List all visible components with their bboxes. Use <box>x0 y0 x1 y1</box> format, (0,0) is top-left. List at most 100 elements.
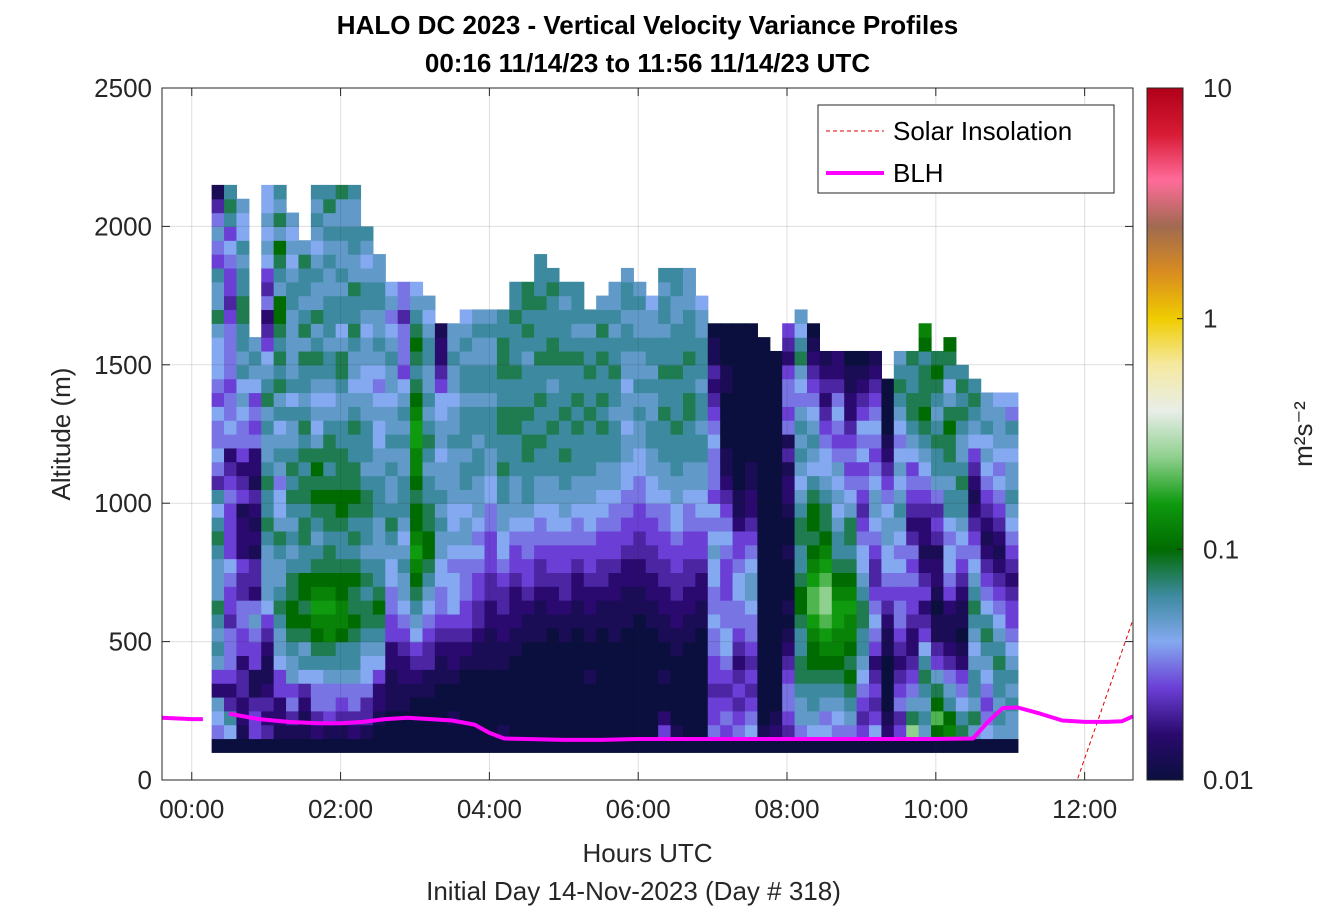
heatmap-cell <box>509 434 523 449</box>
heatmap-cell <box>335 627 349 643</box>
heatmap-cell <box>794 683 808 698</box>
heatmap-cell <box>534 600 548 615</box>
heatmap-cell <box>472 350 486 366</box>
heatmap-cell <box>273 226 287 241</box>
heatmap-cell <box>236 337 250 352</box>
heatmap-cell <box>335 420 349 435</box>
heatmap-cell <box>273 406 287 421</box>
heatmap-cell <box>248 600 262 615</box>
heatmap-cell <box>422 503 436 518</box>
heatmap-cell <box>881 447 895 463</box>
heatmap-cell <box>682 724 696 740</box>
heatmap-cell <box>1005 503 1019 518</box>
heatmap-cell <box>943 489 957 504</box>
heatmap-cell <box>422 392 436 407</box>
heatmap-cell <box>534 696 548 712</box>
heatmap-cell <box>670 683 684 698</box>
heatmap-cell <box>422 364 436 380</box>
x-tick-label: 10:00 <box>903 794 968 824</box>
heatmap-cell <box>720 558 734 573</box>
heatmap-cell <box>633 350 647 366</box>
heatmap-cell <box>968 669 982 684</box>
heatmap-cell <box>769 503 783 518</box>
heatmap-cell <box>422 337 436 352</box>
heatmap-cell <box>484 558 498 573</box>
heatmap-cell <box>682 295 696 311</box>
heatmap-cell <box>286 392 300 407</box>
heatmap-cell <box>273 364 287 380</box>
heatmap-cell <box>682 669 696 684</box>
heatmap-cell <box>348 378 362 394</box>
heatmap-cell <box>633 558 647 573</box>
heatmap-cell <box>397 586 411 601</box>
heatmap-cell <box>931 406 945 421</box>
heatmap-cell <box>397 364 411 380</box>
heatmap-cell <box>782 655 796 670</box>
heatmap-cell <box>286 586 300 601</box>
heatmap-cell <box>856 669 870 684</box>
heatmap-cell <box>707 627 721 643</box>
heatmap-cell <box>682 530 696 546</box>
heatmap-cell <box>670 558 684 573</box>
heatmap-cell <box>682 600 696 615</box>
heatmap-cell <box>670 295 684 311</box>
heatmap-cell <box>906 669 920 684</box>
heatmap-cell <box>521 461 535 477</box>
heatmap-cell <box>782 489 796 504</box>
heatmap-cell <box>534 378 548 394</box>
heatmap-cell <box>670 655 684 670</box>
heatmap-cell <box>620 267 634 283</box>
heatmap-cell <box>757 544 771 560</box>
heatmap-cell <box>472 447 486 463</box>
heatmap-cell <box>844 489 858 504</box>
heatmap-cell <box>707 544 721 560</box>
heatmap-cell <box>831 364 845 380</box>
heatmap-cell <box>931 669 945 684</box>
heatmap-cell <box>720 613 734 629</box>
heatmap-cell <box>844 558 858 573</box>
heatmap-cell <box>323 350 337 366</box>
heatmap-cell <box>583 600 597 615</box>
heatmap-cell <box>893 724 907 740</box>
heatmap-cell <box>286 212 300 227</box>
heatmap-cell <box>447 586 461 601</box>
heatmap-cell <box>695 503 709 518</box>
heatmap-cell <box>236 475 250 490</box>
heatmap-cell <box>744 517 758 532</box>
heatmap-cell <box>943 558 957 573</box>
heatmap-cell <box>980 558 994 573</box>
heatmap-cell <box>348 558 362 573</box>
heatmap-cell <box>298 572 312 587</box>
heatmap-cell <box>658 517 672 532</box>
heatmap-cell <box>769 613 783 629</box>
heatmap-cell <box>782 627 796 643</box>
heatmap-cell <box>410 655 424 670</box>
heatmap-cell <box>434 350 448 366</box>
heatmap-cell <box>224 309 238 324</box>
heatmap-cell <box>608 323 622 338</box>
heatmap-cell <box>447 544 461 560</box>
heatmap-cell <box>323 323 337 338</box>
heatmap-cell <box>397 613 411 629</box>
heatmap-cell <box>744 350 758 366</box>
heatmap-cell <box>596 475 610 490</box>
heatmap-cell <box>620 655 634 670</box>
heatmap-cell <box>893 434 907 449</box>
heatmap-cell <box>261 267 275 283</box>
heatmap-cell <box>273 378 287 394</box>
heatmap-cell <box>620 738 634 753</box>
heatmap-cell <box>993 461 1007 477</box>
heatmap-cell <box>211 558 225 573</box>
heatmap-cell <box>782 572 796 587</box>
heatmap-cell <box>807 586 820 601</box>
heatmap-cell <box>1005 434 1019 449</box>
heatmap-cell <box>459 392 473 407</box>
heatmap-cell <box>360 378 374 394</box>
heatmap-cell <box>993 641 1007 657</box>
heatmap-cell <box>707 558 721 573</box>
heatmap-cell <box>794 420 808 435</box>
heatmap-cell <box>1005 572 1019 587</box>
heatmap-cell <box>881 586 895 601</box>
heatmap-cell <box>645 627 659 643</box>
heatmap-cell <box>534 683 548 698</box>
